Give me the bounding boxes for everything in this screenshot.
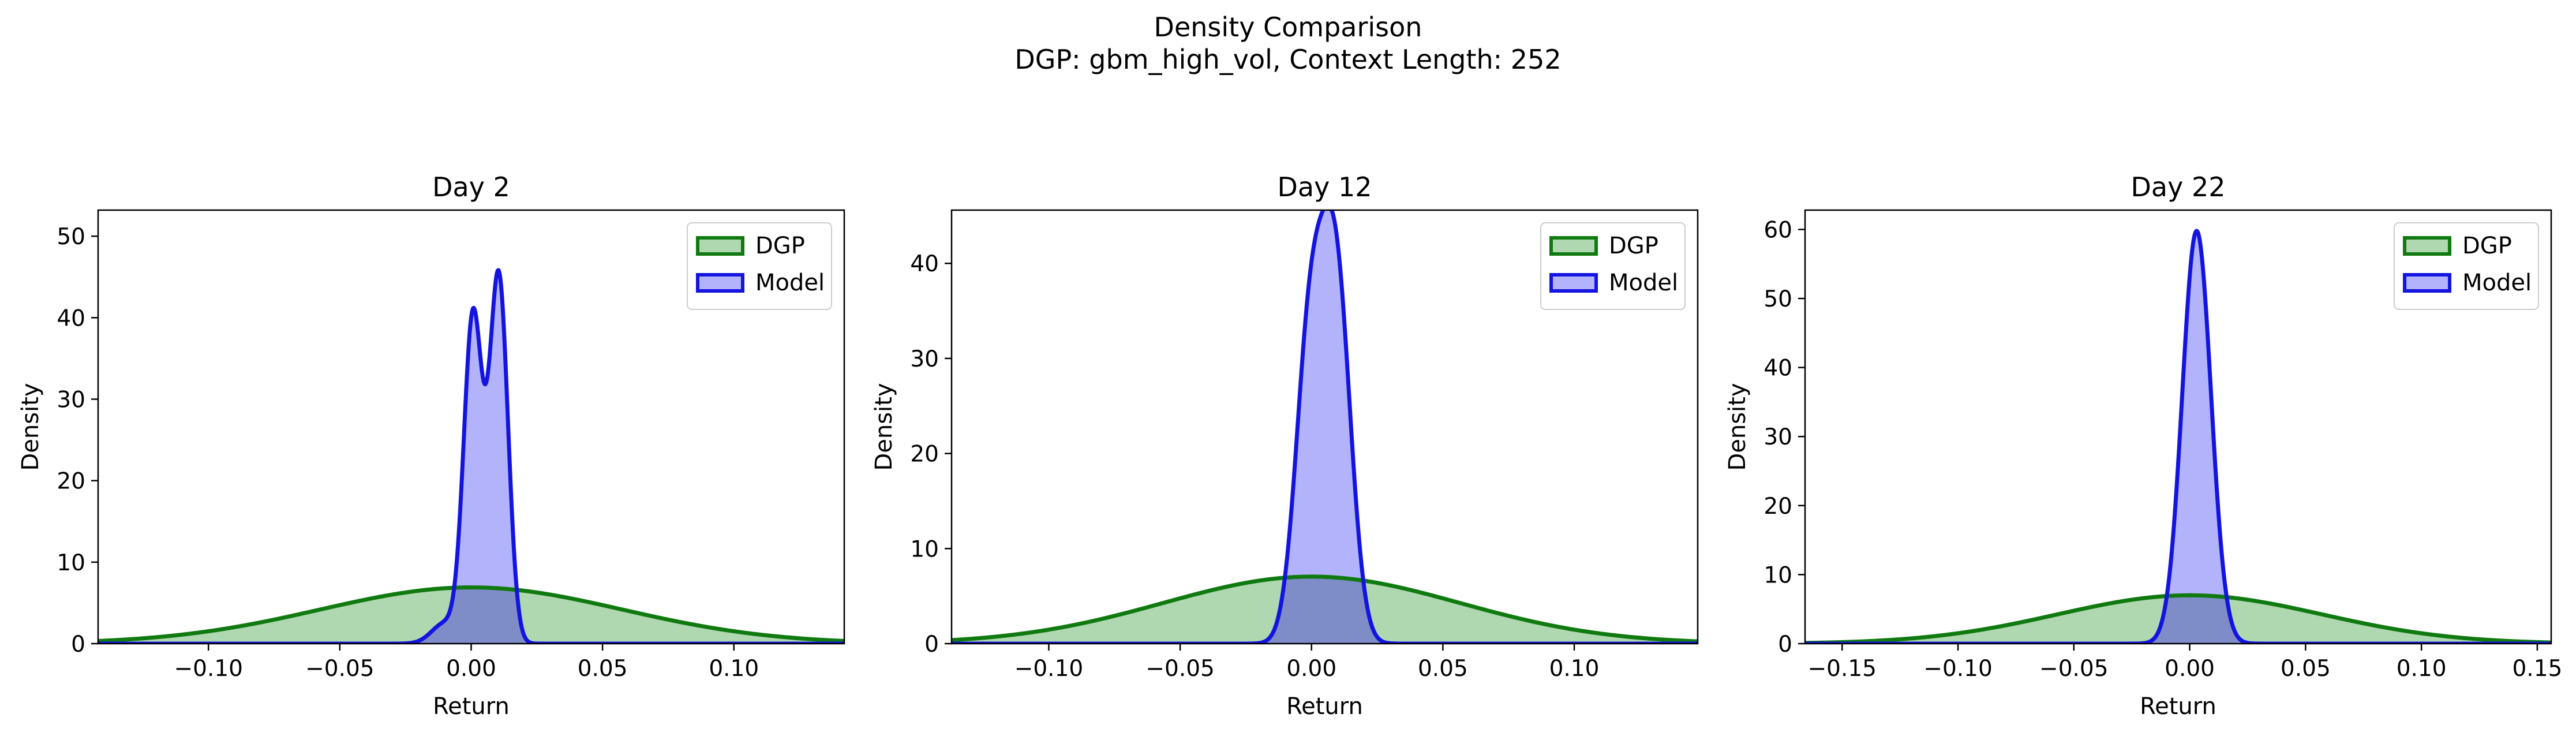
x-tick-label: −0.05 — [305, 656, 375, 682]
x-tick-label: −0.05 — [1145, 656, 1215, 682]
legend-swatch-model — [1549, 273, 1598, 293]
legend: DGP Model — [2394, 222, 2539, 310]
x-tick-label: −0.15 — [1807, 656, 1877, 682]
legend: DGP Model — [1540, 222, 1686, 310]
plot-area — [98, 268, 844, 644]
panel-title: Day 12 — [1278, 171, 1372, 203]
chart-panel-1: −0.10 −0.05 0.00 0.05 0.10 0 10 20 30 40 50 Day 2 Re… — [17, 171, 845, 720]
y-tick-label: 30 — [57, 387, 85, 413]
panel-title: Day 22 — [2131, 171, 2226, 203]
y-axis-label: Density — [871, 383, 897, 470]
dgp-density-line — [1805, 593, 2551, 644]
x-tick-label: −0.10 — [1923, 656, 1993, 682]
x-tick-label: 0.05 — [2281, 656, 2331, 682]
x-tick-label: 0.00 — [446, 656, 496, 682]
x-axis-label: Return — [1286, 693, 1363, 720]
x-axis-label: Return — [2140, 693, 2216, 720]
legend-label-model: Model — [755, 270, 825, 296]
legend-swatch-dgp — [1549, 236, 1598, 256]
x-tick-label: 0.10 — [1549, 656, 1600, 682]
y-tick-label: 40 — [910, 251, 939, 277]
plot-area — [1805, 229, 2551, 644]
y-tick-label: 50 — [57, 224, 85, 250]
y-tick-label: 20 — [57, 469, 85, 495]
dgp-density-line — [952, 574, 1698, 644]
y-axis-label: Density — [17, 383, 44, 470]
legend-label-dgp: DGP — [2462, 233, 2512, 259]
y-tick-label: 50 — [1763, 286, 1792, 312]
y-tick-label: 0 — [1778, 632, 1792, 657]
figure-title: Density Comparison — [1154, 12, 1422, 43]
y-axis-label: Density — [1724, 383, 1751, 470]
y-tick-label: 0 — [71, 632, 85, 657]
x-tick-label: 0.00 — [1286, 656, 1336, 682]
y-tick-label: 20 — [1763, 494, 1792, 520]
legend-label-model: Model — [1609, 270, 1678, 296]
model-density-area — [98, 270, 844, 644]
panel-title: Day 2 — [432, 171, 510, 203]
y-tick-label: 30 — [910, 346, 939, 372]
x-tick-label: 0.10 — [709, 656, 759, 682]
legend: DGP Model — [687, 222, 832, 310]
axes-frame — [950, 209, 1699, 645]
legend-swatch-dgp — [696, 236, 744, 256]
legend-label-model: Model — [2462, 270, 2532, 296]
y-tick-label: 40 — [57, 305, 85, 331]
overlap-density-area — [1805, 595, 2551, 644]
chart-panel-3: −0.15 −0.10 −0.05 0.00 0.05 0.10 0.15 0 10 20 30 40… — [1724, 171, 2562, 720]
y-tick-label: 10 — [1763, 562, 1792, 588]
overlap-density-area — [98, 587, 844, 644]
y-tick-label: 30 — [1763, 424, 1792, 450]
x-tick-label: −0.10 — [174, 656, 243, 682]
y-tick-label: 0 — [924, 632, 939, 657]
chart-panel-2: −0.10 −0.05 0.00 0.05 0.10 0 10 20 30 40 Day 12 Ret… — [871, 171, 1699, 720]
figure-subtitle: DGP: gbm_high_vol, Context Length: 252 — [1014, 44, 1562, 75]
y-tick-label: 60 — [1763, 217, 1792, 243]
x-tick-label: 0.10 — [2397, 656, 2447, 682]
y-tick-label: 10 — [57, 550, 85, 576]
x-tick-label: 0.05 — [578, 656, 628, 682]
legend-label-dgp: DGP — [755, 233, 805, 259]
dgp-density-line — [98, 585, 844, 643]
plot-area — [952, 210, 1698, 644]
y-tick-label: 10 — [910, 536, 939, 562]
x-axis-label: Return — [433, 693, 510, 720]
axes-frame — [1804, 209, 2552, 645]
legend-swatch-model — [696, 273, 744, 293]
model-density-line — [1805, 229, 2551, 644]
x-tick-label: 0.15 — [2512, 656, 2562, 682]
legend-swatch-model — [2403, 273, 2451, 293]
y-tick-label: 40 — [1763, 356, 1792, 382]
overlap-density-area — [952, 576, 1698, 644]
model-density-area — [1805, 231, 2551, 644]
legend-swatch-dgp — [2403, 236, 2451, 256]
legend-label-dgp: DGP — [1609, 233, 1658, 259]
y-tick-label: 20 — [910, 442, 939, 468]
x-tick-label: 0.05 — [1418, 656, 1468, 682]
x-tick-label: −0.10 — [1014, 656, 1084, 682]
model-density-area — [952, 210, 1698, 644]
x-tick-label: −0.05 — [2039, 656, 2109, 682]
x-tick-label: 0.00 — [2165, 656, 2215, 682]
model-density-line — [98, 268, 844, 644]
